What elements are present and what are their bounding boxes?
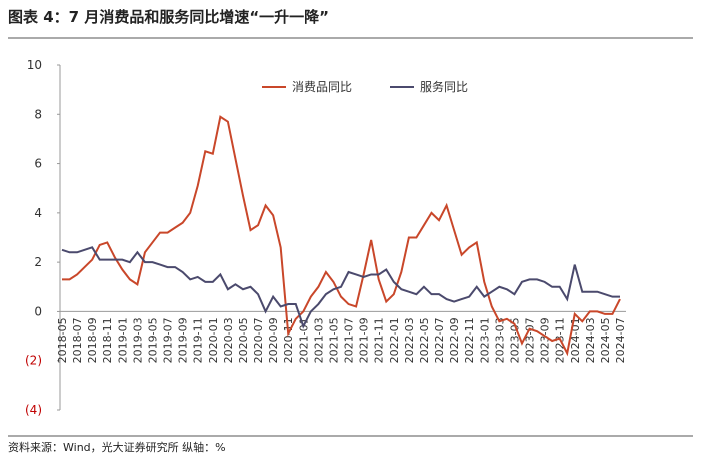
x-tick-label: 2022-05 <box>418 317 431 363</box>
x-tick-label: 2020-09 <box>267 317 280 363</box>
x-tick-label: 2022-07 <box>433 317 446 363</box>
x-tick-label: 2019-09 <box>177 317 190 363</box>
x-tick-label: 2024-01 <box>569 317 582 363</box>
x-tick-label: 2021-09 <box>358 317 371 363</box>
y-tick-label: 6 <box>34 157 42 171</box>
y-tick-label: (4) <box>25 403 42 417</box>
x-tick-label: 2024-07 <box>614 317 627 363</box>
x-tick-label: 2020-01 <box>207 317 220 363</box>
x-tick-label: 2019-07 <box>162 317 175 363</box>
x-tick-label: 2018-05 <box>56 317 69 363</box>
x-tick-label: 2023-09 <box>539 317 552 363</box>
x-tick-label: 2019-11 <box>192 317 205 363</box>
x-tick-label: 2018-11 <box>101 317 114 363</box>
x-tick-label: 2022-11 <box>463 317 476 363</box>
x-tick-label: 2024-03 <box>584 317 597 363</box>
x-tick-label: 2023-07 <box>524 317 537 363</box>
x-tick-label: 2023-05 <box>508 317 521 363</box>
x-tick-label: 2019-05 <box>146 317 159 363</box>
y-tick-label: 8 <box>34 107 42 121</box>
x-tick-label: 2022-03 <box>403 317 416 363</box>
x-tick-label: 2021-07 <box>343 317 356 363</box>
y-tick-label: 0 <box>34 304 42 318</box>
x-tick-label: 2023-01 <box>478 317 491 363</box>
x-tick-label: 2018-09 <box>86 317 99 363</box>
x-tick-label: 2020-11 <box>282 317 295 363</box>
x-tick-label: 2021-11 <box>373 317 386 363</box>
legend-label: 消费品同比 <box>292 80 352 94</box>
x-tick-label: 2021-05 <box>327 317 340 363</box>
x-tick-label: 2021-03 <box>312 317 325 363</box>
x-tick-label: 2022-01 <box>388 317 401 363</box>
chart-title: 图表 4：7 月消费品和服务同比增速“一升一降” <box>8 8 329 26</box>
y-tick-label: 2 <box>34 255 42 269</box>
source-note: 资料来源：Wind，光大证券研究所 纵轴：% <box>8 440 226 454</box>
x-tick-label: 2018-07 <box>71 317 84 363</box>
y-tick-label: 10 <box>27 58 42 72</box>
y-tick-label: (2) <box>25 354 42 368</box>
x-tick-label: 2020-05 <box>237 317 250 363</box>
legend-label: 服务同比 <box>420 79 468 94</box>
x-tick-label: 2019-01 <box>116 317 129 363</box>
x-tick-label: 2021-01 <box>297 317 310 363</box>
x-tick-label: 2023-03 <box>493 317 506 363</box>
series-line <box>61 246 620 329</box>
x-tick-label: 2020-07 <box>252 317 265 363</box>
x-tick-label: 2024-05 <box>599 317 612 363</box>
x-tick-label: 2022-09 <box>448 317 461 363</box>
x-tick-label: 2019-03 <box>131 317 144 363</box>
y-tick-label: 4 <box>34 206 42 220</box>
x-tick-label: 2020-03 <box>222 317 235 363</box>
series-line <box>62 115 621 357</box>
